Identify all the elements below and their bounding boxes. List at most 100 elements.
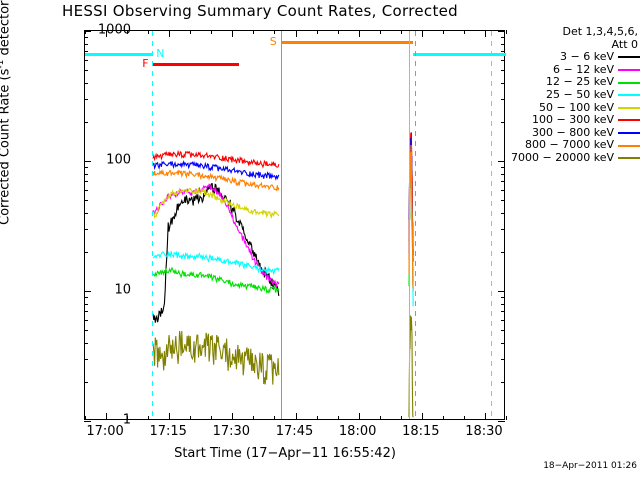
legend-item-label: 3 − 6 keV [560,50,614,64]
x-axis-major-tick [232,413,234,420]
legend-item: 12 − 25 keV [512,76,640,89]
series-line [152,187,280,220]
y-axis-minor-tick [84,166,88,168]
series-line [152,149,280,169]
x-axis-minor-tick [316,30,318,34]
x-axis-minor-tick [463,30,465,34]
series-line [152,169,280,192]
y-axis-minor-tick [501,296,505,298]
legend-color-swatch [618,132,640,135]
x-axis-major-tick [106,30,108,37]
y-axis-minor-tick [84,59,88,61]
x-axis-minor-tick [85,416,86,420]
x-axis-minor-tick [148,416,150,420]
legend-item: 25 − 50 keV [512,88,640,102]
y-axis-minor-tick [501,43,505,45]
x-axis-major-tick [295,413,297,420]
y-axis-minor-tick [501,251,505,253]
x-axis-major-tick [232,30,234,37]
y-axis-minor-tick [84,228,88,230]
x-axis-major-tick [358,413,360,420]
x-axis-minor-tick [337,416,339,420]
x-axis-major-tick [421,30,423,37]
event-bar-flare [153,63,240,66]
y-axis-major-tick [498,421,505,422]
y-axis-major-tick [84,161,91,162]
y-axis-minor-tick [84,303,88,305]
y-axis-minor-tick [501,189,505,191]
legend-item: 100 − 300 keV [512,114,640,127]
legend: Det 1,3,4,5,6, Att 0 3 − 6 keV 6 − 12 keV… [511,25,640,165]
x-axis-tick-label: 18:15 [402,424,440,439]
flare-marker-label: F [142,57,149,70]
legend-item: 50 − 100 keV [512,100,640,115]
x-axis-minor-tick [211,416,213,420]
x-axis-major-tick [106,413,108,420]
y-axis-minor-tick [84,70,88,72]
x-axis-minor-tick [274,30,276,34]
y-axis-minor-tick [84,51,88,53]
series-line [152,160,280,181]
y-axis-minor-tick [84,319,88,321]
y-axis-minor-tick [501,70,505,72]
x-axis-minor-tick [463,416,465,420]
legend-item-label: 50 − 100 keV [539,100,614,114]
y-axis-minor-tick [501,228,505,230]
y-axis-minor-tick [84,98,88,100]
y-axis-minor-tick [84,200,88,202]
y-axis-minor-tick [84,381,88,383]
series-line [152,183,280,323]
y-axis-minor-tick [501,36,505,38]
x-axis-major-tick [169,30,171,37]
legend-item-label: 6 − 12 keV [553,62,614,76]
x-axis-minor-tick [127,416,129,420]
x-axis-minor-tick [337,30,339,34]
y-axis-minor-tick [501,303,505,305]
legend-item: 6 − 12 keV [512,62,640,77]
event-bar-night [85,53,152,56]
y-axis-minor-tick [501,311,505,313]
x-axis-tick-label: 18:30 [465,424,503,439]
night-marker-label: N [156,47,165,60]
y-axis-major-tick [498,161,505,162]
legend-color-swatch [618,94,640,97]
y-axis-minor-tick [84,251,88,253]
y-axis-major-tick [498,31,505,32]
x-axis-major-tick [358,30,360,37]
event-bar-saa [280,41,413,44]
y-axis-minor-tick [84,358,88,360]
x-axis-tick-label: 17:00 [86,424,124,439]
y-axis-minor-tick [501,212,505,214]
y-axis-minor-tick [84,121,88,123]
x-axis-major-tick [169,413,171,420]
y-axis-major-tick [84,421,91,422]
y-axis-tick-label: 10 [114,282,131,298]
y-axis-minor-tick [501,51,505,53]
series-line [152,250,280,276]
y-axis-minor-tick [501,98,505,100]
x-axis-tick-label: 17:15 [149,424,187,439]
saa-end-line [415,31,417,419]
x-axis-minor-tick [85,30,86,34]
legend-header-line1: Det 1,3,4,5,6, [562,25,638,38]
x-axis-minor-tick [316,416,318,420]
x-axis-minor-tick [190,30,192,34]
y-axis-minor-tick [501,166,505,168]
y-axis-tick-label: 1 [122,412,131,428]
y-axis-title-b: detector [0,0,13,56]
x-axis-minor-tick [190,416,192,420]
legend-item-label: 12 − 25 keV [546,75,614,89]
event-bar-night [412,53,506,56]
legend-item: 300 − 800 keV [512,126,640,140]
x-axis-major-tick [421,413,423,420]
x-axis-major-tick [295,30,297,37]
legend-color-swatch [618,69,640,72]
y-axis-tick-label: 1000 [97,22,131,38]
legend-header-line2: Att 0 [611,37,638,51]
y-axis-title-sup1: -1 [0,59,6,69]
y-axis-major-tick [498,291,505,292]
y-axis-title-a: Corrected Count Rate (s [0,68,13,225]
legend-color-swatch [618,56,640,59]
y-axis-minor-tick [501,173,505,175]
